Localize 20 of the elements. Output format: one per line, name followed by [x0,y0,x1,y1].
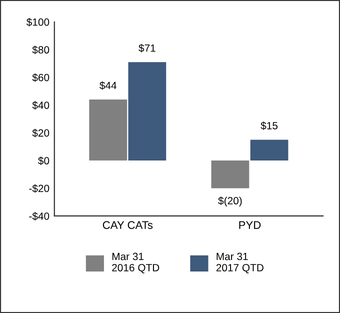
y-tick-label: -$40 [29,212,50,220]
data-label: $15 [260,122,278,130]
legend-label: Mar 31 2017 QTD [216,252,264,274]
bar [211,160,250,188]
y-tick-label: $80 [32,46,50,54]
data-label: $71 [138,44,156,52]
bar [89,100,128,161]
y-tick-label: $40 [32,101,50,110]
bar [128,62,166,161]
data-label: $44 [100,81,117,90]
y-tick-label: $100 [26,18,50,26]
x-tick-label: PYD [239,221,261,229]
y-tick-label: $0 [38,156,50,166]
bar [250,140,288,161]
x-tick-label: CAY CATs [102,221,153,229]
y-tick-label: -$20 [29,184,50,193]
y-tick-label: $20 [32,128,50,138]
data-label: $(20) [218,196,242,206]
y-tick-label: $60 [32,73,50,82]
legend-label: Mar 31 2016 QTD [112,252,160,274]
